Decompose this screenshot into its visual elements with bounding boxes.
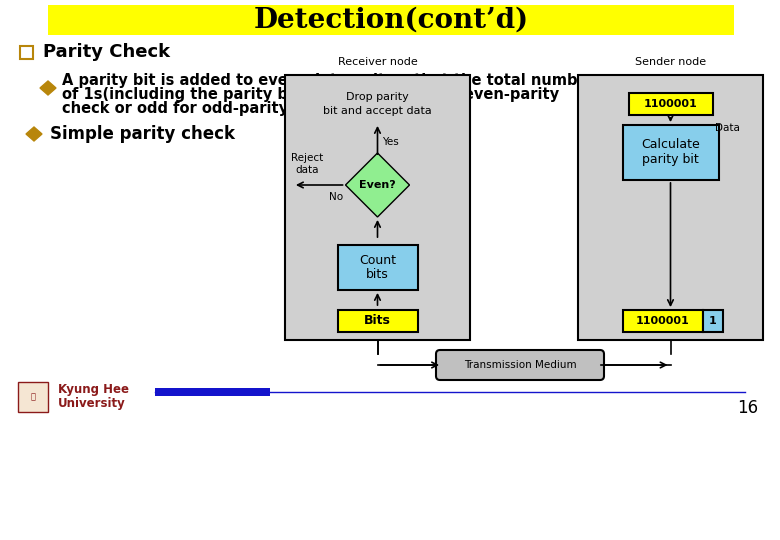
Text: Yes: Yes [382,137,399,147]
Bar [18,382,48,412]
Text: University: University [58,396,126,409]
Text: Detection(cont’d): Detection(cont’d) [254,6,529,33]
Text: No: No [329,192,343,202]
Bar [622,125,718,180]
Text: of 1s(including the parity bit) becomes even for even-parity: of 1s(including the parity bit) becomes … [62,87,559,103]
Polygon shape [346,153,410,217]
Bar [338,310,417,332]
Bar [622,310,703,332]
Text: A parity bit is added to every data unit so that the total number: A parity bit is added to every data unit… [62,73,594,89]
Text: check or odd for odd-parity check: check or odd for odd-parity check [62,102,341,117]
Text: 1100001: 1100001 [636,316,690,326]
Polygon shape [40,81,56,95]
Text: Drop parity: Drop parity [346,92,409,102]
Bar [285,75,470,340]
Text: bit and accept data: bit and accept data [323,106,432,116]
Bar [48,5,734,35]
Bar [20,46,33,59]
Text: 1100001: 1100001 [644,99,697,109]
Text: Calculate
parity bit: Calculate parity bit [641,138,700,166]
Text: 16: 16 [737,399,758,417]
Polygon shape [26,127,42,141]
Text: 1: 1 [708,316,716,326]
Bar [703,310,722,332]
Text: Simple parity check: Simple parity check [50,125,235,143]
Text: Even?: Even? [359,180,396,190]
Text: Reject
data: Reject data [291,153,323,175]
FancyBboxPatch shape [436,350,604,380]
Bar [155,388,270,396]
Text: Data: Data [714,123,739,133]
Text: Sender node: Sender node [635,57,706,67]
Text: Bits: Bits [364,314,391,327]
Bar [338,245,417,290]
Text: Count
bits: Count bits [359,253,396,281]
Bar [629,93,712,115]
Bar [578,75,763,340]
Text: ⬛: ⬛ [30,393,36,402]
Text: Receiver node: Receiver node [338,57,417,67]
Text: Kyung Hee: Kyung Hee [58,382,129,395]
Text: Transmission Medium: Transmission Medium [463,360,576,370]
Text: Parity Check: Parity Check [43,43,170,61]
